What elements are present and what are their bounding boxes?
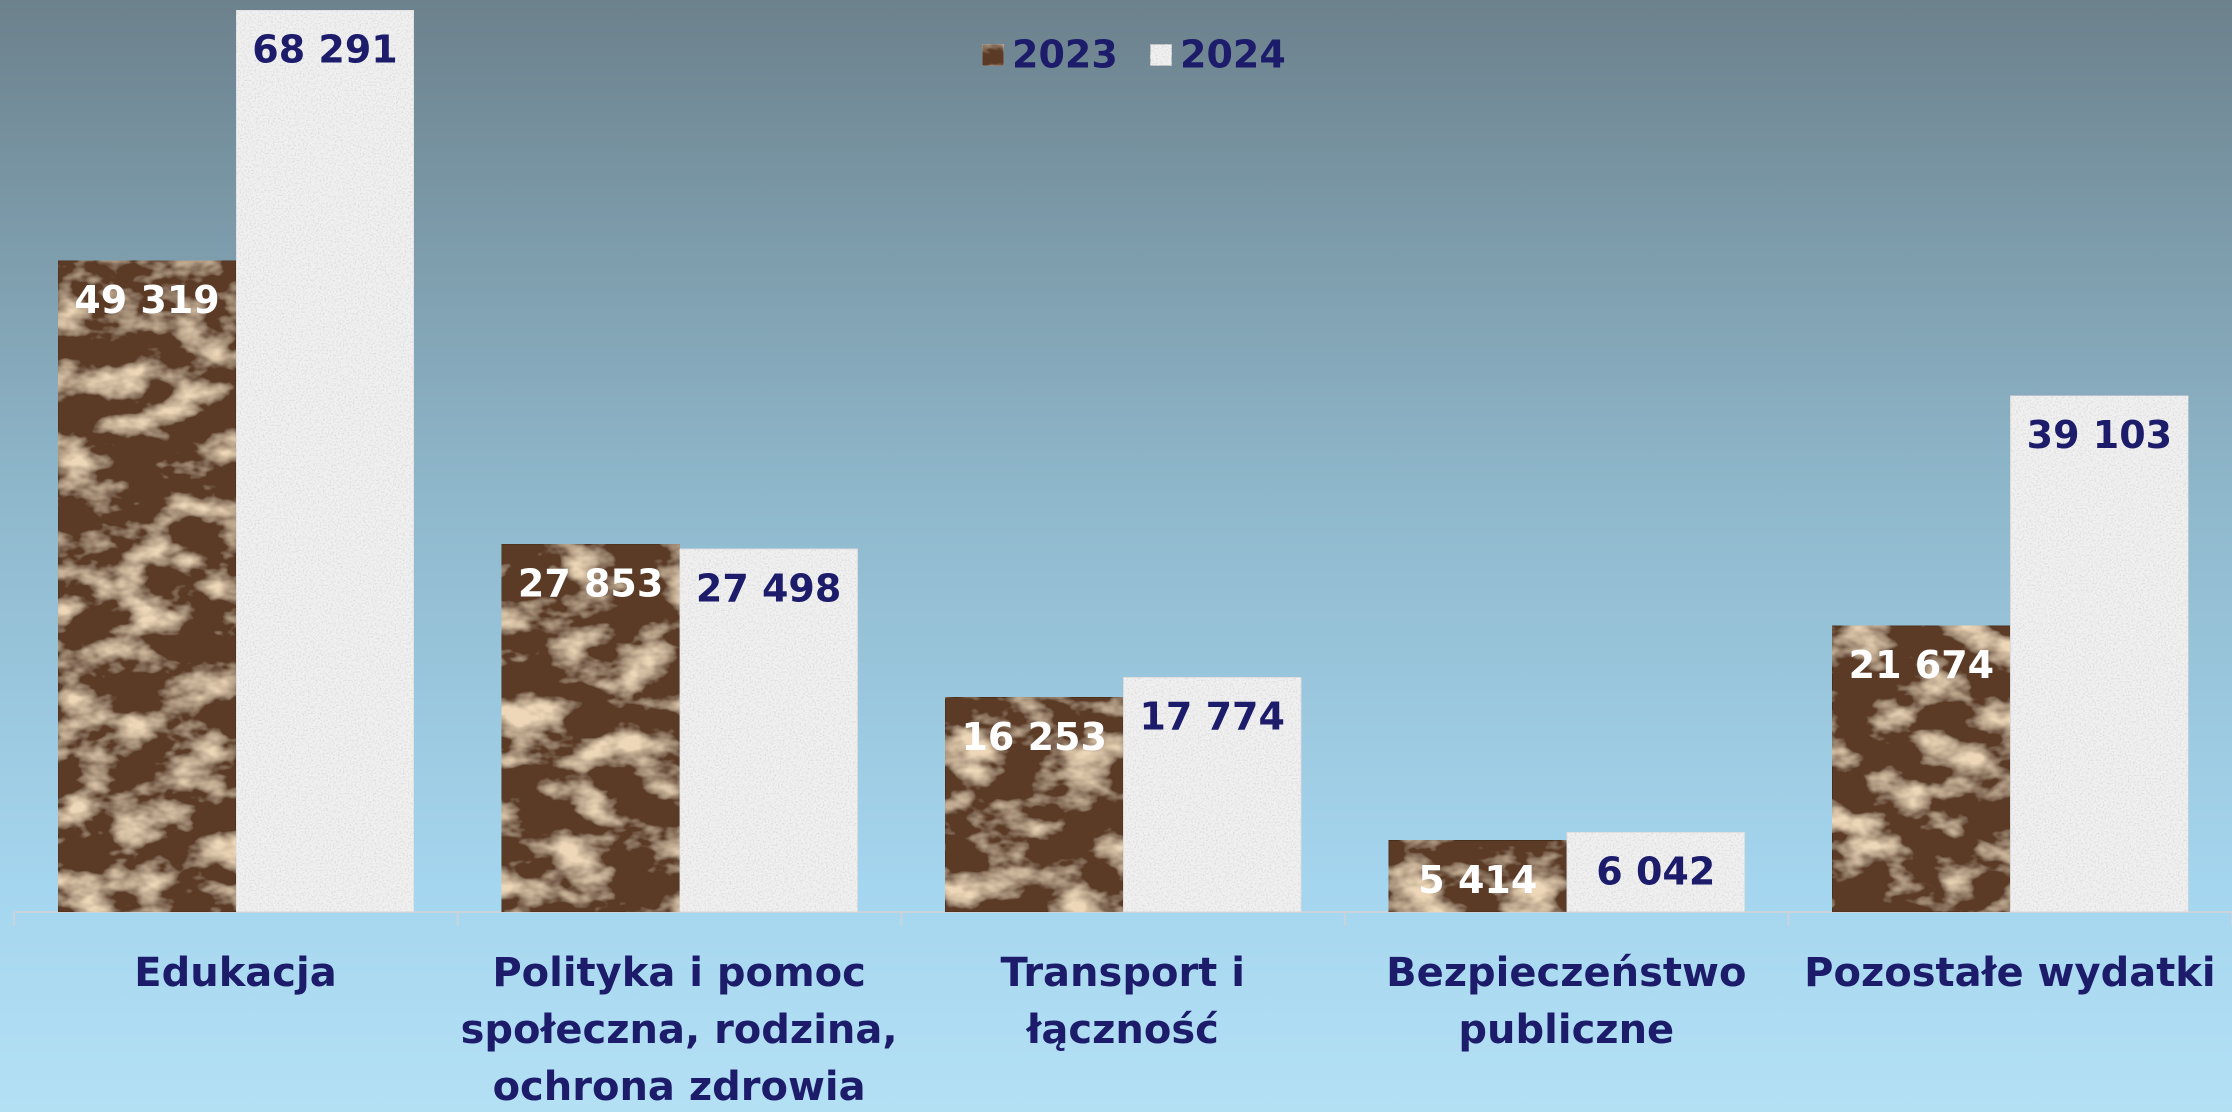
data-label: 16 253 [961, 715, 1106, 759]
data-label: 21 674 [1849, 643, 1994, 687]
bar [679, 548, 859, 913]
legend-label: 2024 [1180, 33, 1286, 77]
bar [501, 543, 681, 913]
data-label: 6 042 [1596, 850, 1715, 894]
x-tick-label: Bezpieczeństwo publiczne [1386, 950, 1747, 1053]
data-label: 27 853 [518, 562, 663, 606]
data-label: 49 319 [74, 278, 219, 322]
bar [1388, 839, 1568, 913]
x-tick-label: Polityka i pomoc społeczna, rodzina, och… [460, 950, 898, 1110]
bar [1122, 676, 1302, 913]
data-label: 17 774 [1139, 695, 1284, 739]
data-label: 68 291 [252, 28, 397, 72]
data-label: 39 103 [2027, 413, 2172, 457]
data-label: 27 498 [696, 566, 841, 610]
data-label: 5 414 [1418, 858, 1537, 902]
legend-label: 2023 [1012, 33, 1118, 77]
bar [2009, 395, 2189, 913]
legend-swatch [1149, 43, 1173, 67]
x-tick-label: Pozostałe wydatki [1804, 950, 2216, 996]
bar [235, 9, 415, 913]
bar [57, 260, 237, 913]
legend-swatch [981, 43, 1005, 67]
bar [1566, 831, 1746, 913]
x-tick-label: Transport i łączność [1000, 950, 1245, 1053]
x-tick-label: Edukacja [134, 950, 337, 996]
